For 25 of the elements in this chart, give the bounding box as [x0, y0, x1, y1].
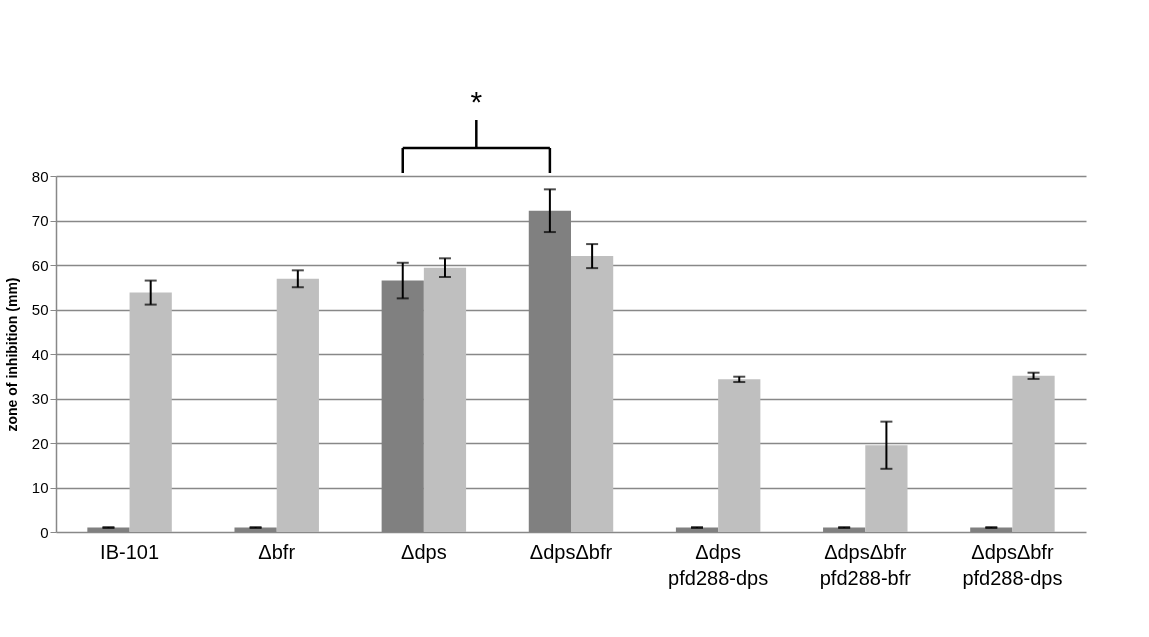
- x-tick-label: IB-101: [100, 540, 160, 563]
- text: *: [470, 85, 483, 118]
- bar: [1012, 375, 1055, 532]
- y-tick-label: 60: [31, 256, 49, 274]
- y-tick-label: 20: [31, 434, 49, 452]
- y-axis-title: zone of inhibition (mm): [3, 277, 20, 432]
- x-tick-label: ΔdpsΔbfr: [529, 540, 613, 563]
- x-tick-label: Δbfr: [258, 540, 296, 563]
- y-tick-label: 70: [31, 212, 49, 229]
- bar: [423, 267, 467, 532]
- bar: [718, 379, 761, 532]
- y-tick-label: 80: [31, 167, 49, 185]
- bar: [276, 278, 319, 532]
- y-tick-label: 40: [31, 345, 49, 363]
- bar: [865, 445, 908, 532]
- bar: [129, 292, 172, 532]
- x-tick-label: ΔdpsΔbfr pfd288-dps: [962, 540, 1063, 589]
- y-tick-label: 10: [31, 479, 49, 496]
- y-tick-label: 30: [31, 390, 49, 407]
- x-tick-label: Δdps: [401, 540, 447, 563]
- y-tick-label: 50: [31, 301, 49, 318]
- x-tick-label: Δdps pfd288-dps: [668, 540, 769, 589]
- bar: [571, 256, 614, 532]
- y-tick-label: 0: [40, 523, 49, 541]
- x-tick-label: ΔdpsΔbfr pfd288-bfr: [819, 540, 912, 589]
